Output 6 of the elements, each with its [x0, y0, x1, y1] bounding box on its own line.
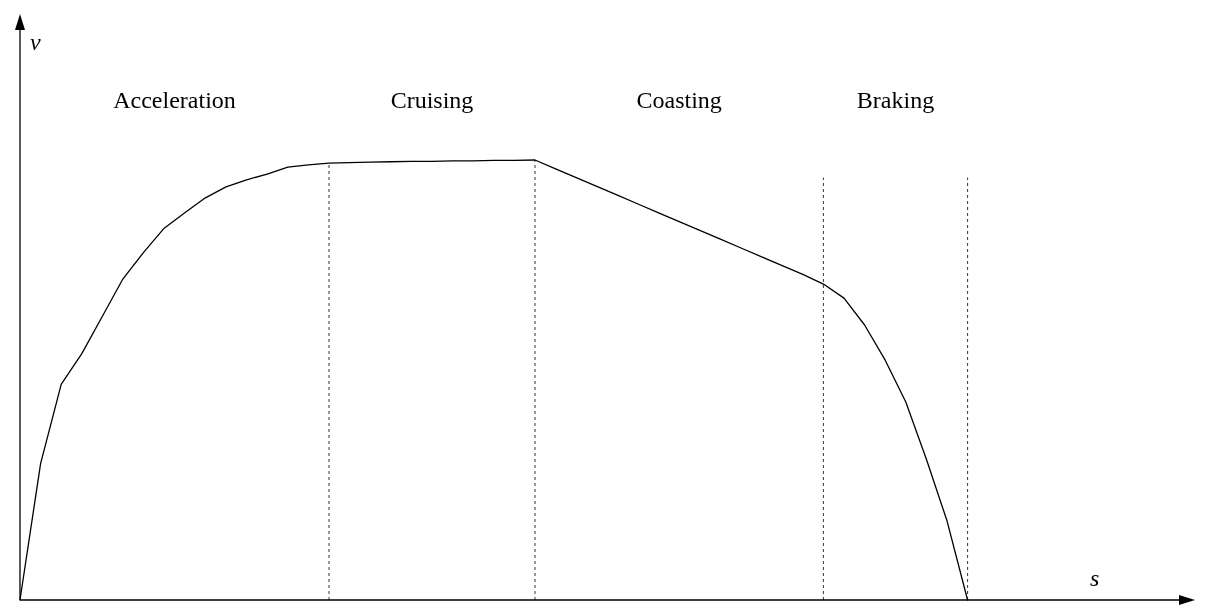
- text: Acceleration: [113, 87, 236, 113]
- y-axis-title: v: [30, 29, 41, 55]
- text: Cruising: [390, 87, 474, 113]
- text: Braking: [856, 87, 935, 113]
- x-axis-title: s: [1090, 565, 1100, 591]
- text: Coasting: [636, 87, 722, 113]
